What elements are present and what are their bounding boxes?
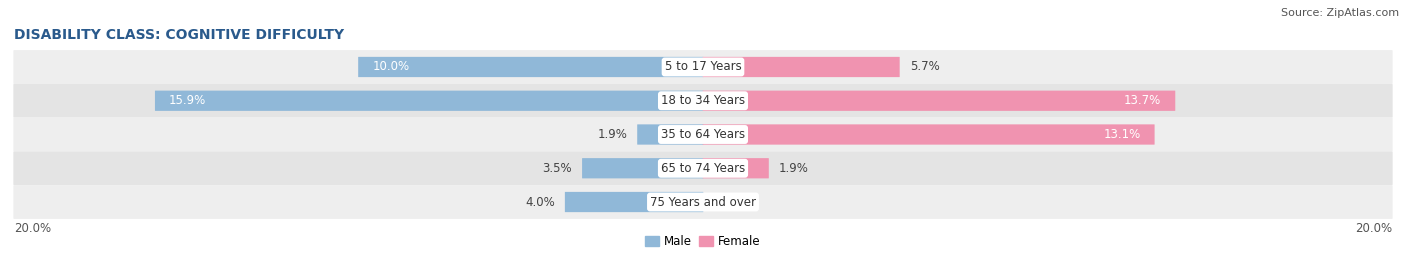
Text: Source: ZipAtlas.com: Source: ZipAtlas.com [1281,8,1399,18]
FancyBboxPatch shape [565,192,703,212]
Text: 35 to 64 Years: 35 to 64 Years [661,128,745,141]
FancyBboxPatch shape [637,124,703,145]
FancyBboxPatch shape [582,158,703,178]
FancyBboxPatch shape [703,158,769,178]
FancyBboxPatch shape [14,185,1392,219]
FancyBboxPatch shape [14,151,1392,185]
FancyBboxPatch shape [14,84,1392,118]
Text: 20.0%: 20.0% [14,222,51,235]
Text: 0.0%: 0.0% [713,196,742,208]
FancyBboxPatch shape [14,118,1392,151]
Text: 3.5%: 3.5% [543,162,572,175]
Text: 65 to 74 Years: 65 to 74 Years [661,162,745,175]
Text: 75 Years and over: 75 Years and over [650,196,756,208]
FancyBboxPatch shape [359,57,703,77]
Text: 5 to 17 Years: 5 to 17 Years [665,61,741,73]
FancyBboxPatch shape [703,57,900,77]
FancyBboxPatch shape [703,124,1154,145]
FancyBboxPatch shape [155,91,703,111]
Legend: Male, Female: Male, Female [641,230,765,253]
Text: 1.9%: 1.9% [779,162,808,175]
Text: 20.0%: 20.0% [1355,222,1392,235]
Text: 1.9%: 1.9% [598,128,627,141]
Text: DISABILITY CLASS: COGNITIVE DIFFICULTY: DISABILITY CLASS: COGNITIVE DIFFICULTY [14,28,344,42]
Text: 18 to 34 Years: 18 to 34 Years [661,94,745,107]
Text: 10.0%: 10.0% [373,61,409,73]
FancyBboxPatch shape [14,50,1392,84]
Text: 13.1%: 13.1% [1104,128,1140,141]
Text: 13.7%: 13.7% [1123,94,1161,107]
FancyBboxPatch shape [703,91,1175,111]
Text: 15.9%: 15.9% [169,94,207,107]
Text: 4.0%: 4.0% [524,196,555,208]
Text: 5.7%: 5.7% [910,61,939,73]
